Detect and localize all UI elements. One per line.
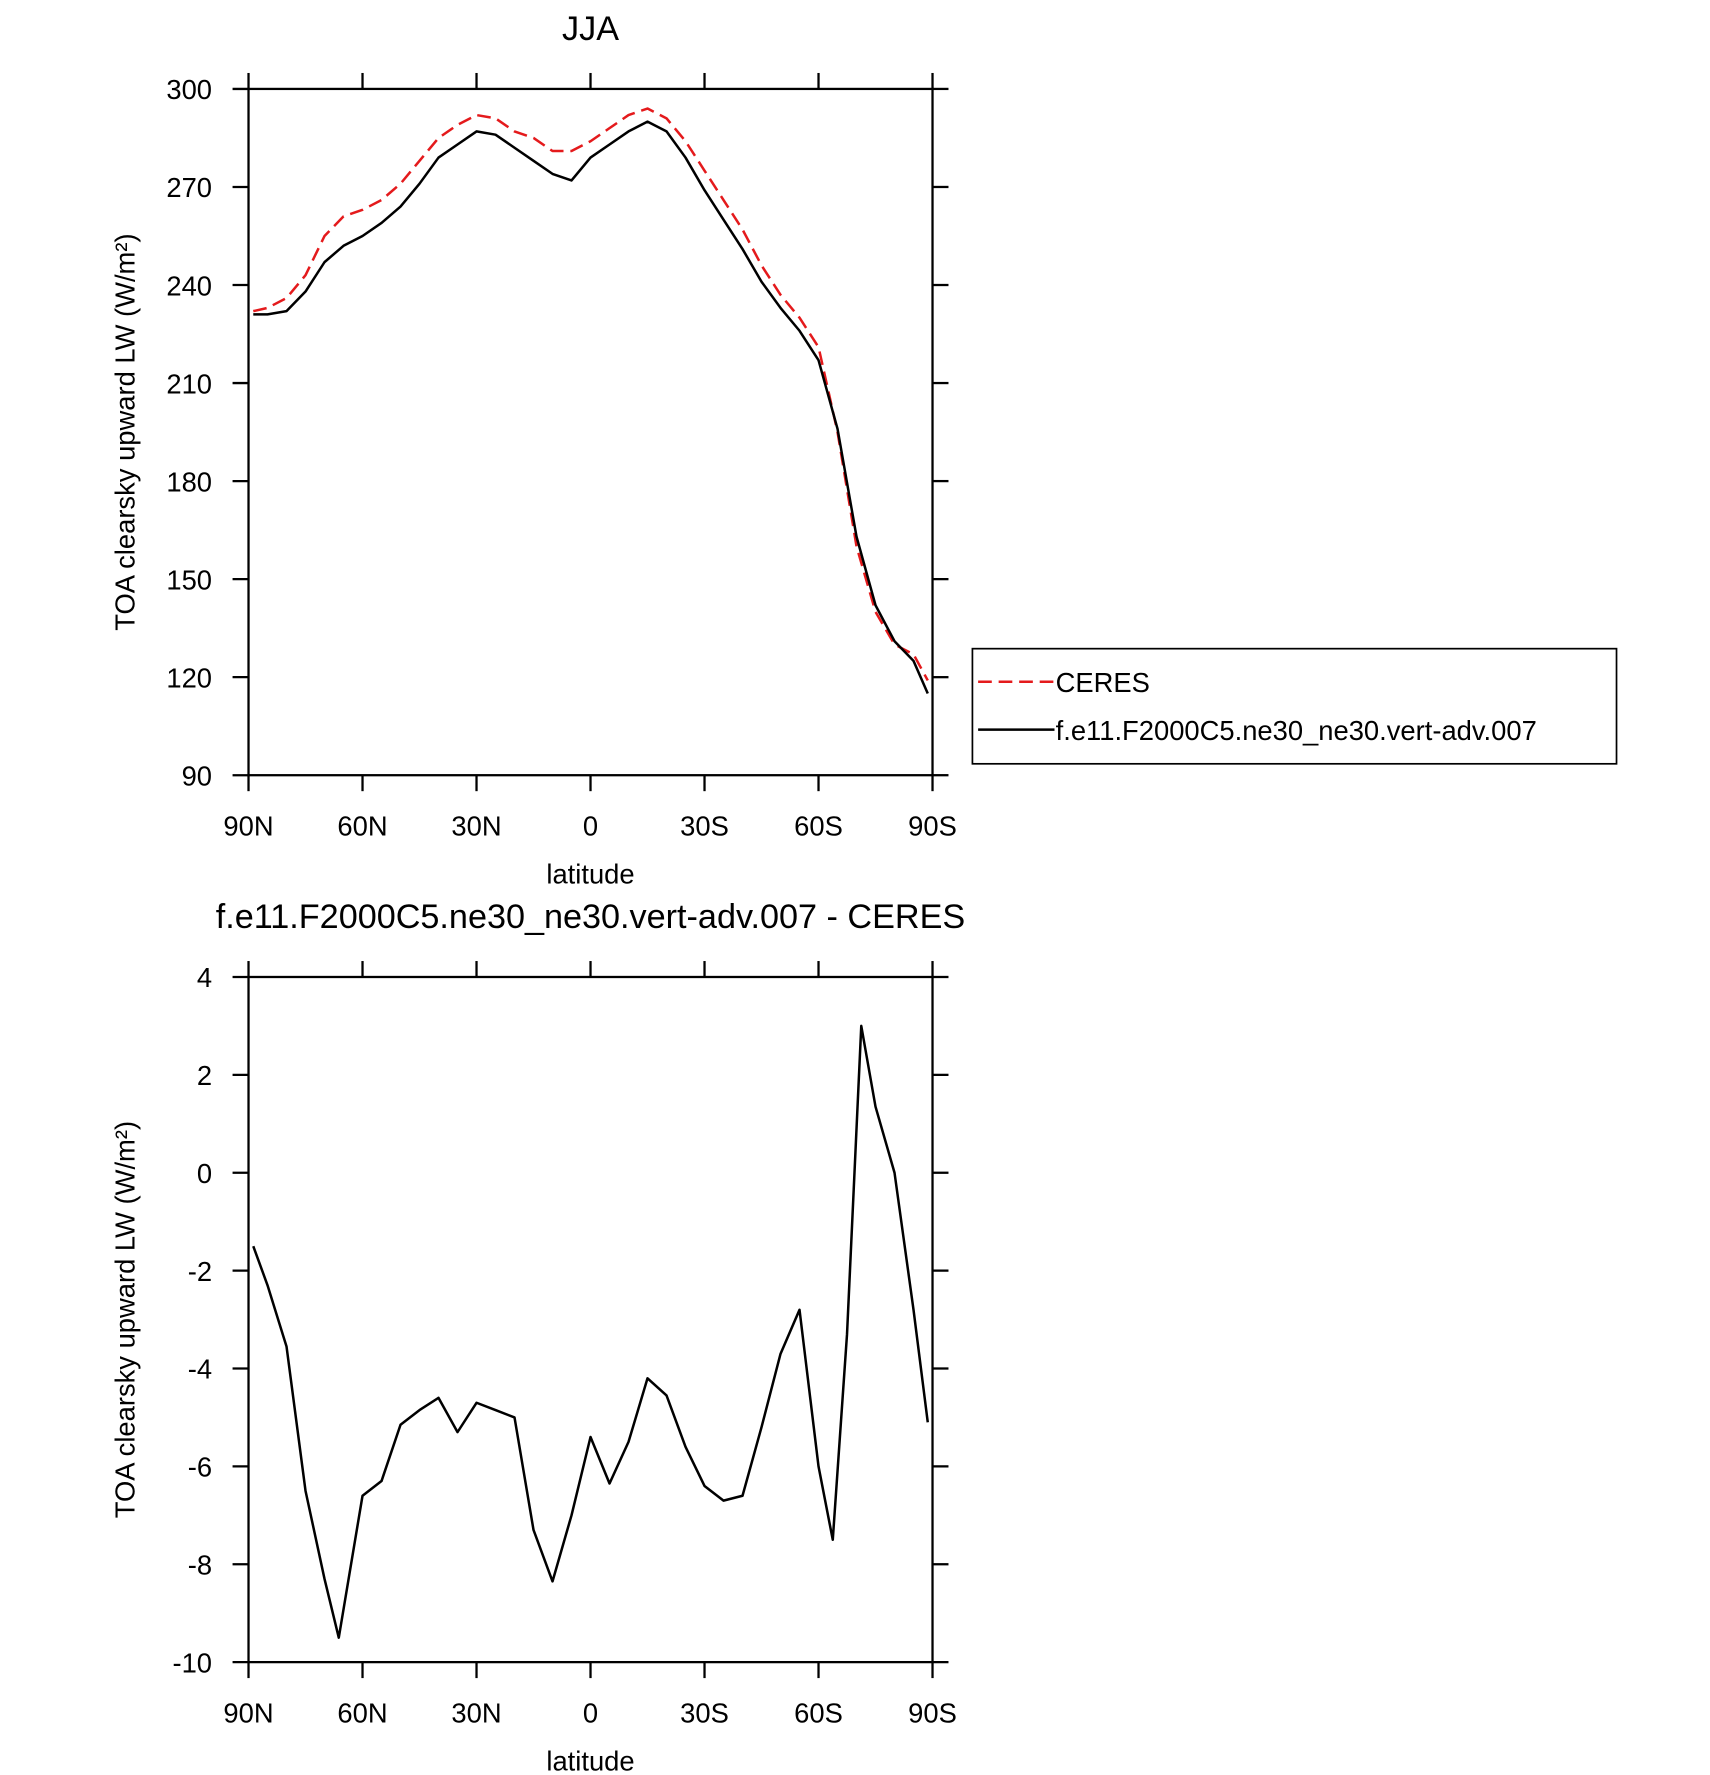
y-tick-label: 180 — [166, 466, 212, 497]
x-axis-label: latitude — [546, 859, 634, 890]
y-tick-label: 240 — [166, 270, 212, 301]
x-tick-label: 90N — [223, 1698, 273, 1729]
x-tick-label: 30N — [451, 811, 501, 842]
legend: CERES f.e11.F2000C5.ne30_ne30.vert-adv.00… — [971, 647, 1618, 765]
x-tick-label: 60N — [337, 811, 387, 842]
y-tick-label: -8 — [188, 1550, 212, 1581]
data-line — [252, 107, 929, 682]
x-tick-label: 60S — [794, 1698, 843, 1729]
chart-title: JJA — [562, 10, 619, 48]
y-tick-label: 150 — [166, 564, 212, 595]
y-tick-label: 90 — [182, 760, 212, 791]
y-tick-label: 210 — [166, 368, 212, 399]
y-tick-label: 300 — [166, 74, 212, 105]
y-tick-label: 120 — [166, 662, 212, 693]
plot-frame — [247, 87, 934, 777]
x-tick-label: 60N — [337, 1698, 387, 1729]
y-tick-label: 4 — [197, 962, 212, 993]
y-tick-label: 2 — [197, 1060, 212, 1091]
data-line — [253, 120, 929, 695]
legend-label: f.e11.F2000C5.ne30_ne30.vert-adv.007 — [1056, 715, 1537, 746]
x-tick-label: 0 — [583, 1698, 598, 1729]
x-tick-label: 90S — [908, 811, 957, 842]
chart-title: f.e11.F2000C5.ne30_ne30.vert-adv.007 - C… — [216, 898, 965, 936]
y-tick-label: -6 — [188, 1452, 212, 1483]
y-tick-label: 0 — [197, 1158, 212, 1189]
x-axis-label: latitude — [546, 1745, 634, 1775]
x-tick-label: 60S — [794, 811, 843, 842]
y-tick-label: -2 — [188, 1256, 212, 1287]
y-tick-label: 270 — [166, 172, 212, 203]
legend-box — [971, 647, 1618, 765]
x-tick-label: 30N — [451, 1698, 501, 1729]
y-axis-label: TOA clearsky upward LW (W/m²) — [110, 233, 141, 630]
x-tick-label: 30S — [680, 1698, 729, 1729]
x-tick-label: 0 — [583, 811, 598, 842]
legend-label: CERES — [1056, 667, 1150, 698]
data-line — [252, 1024, 930, 1639]
y-tick-label: -10 — [172, 1647, 212, 1678]
x-tick-label: 90S — [908, 1698, 957, 1729]
y-tick-label: -4 — [188, 1354, 212, 1385]
y-axis-label: TOA clearsky upward LW (W/m²) — [110, 1121, 141, 1518]
x-tick-label: 90N — [223, 811, 273, 842]
x-tick-label: 30S — [680, 811, 729, 842]
